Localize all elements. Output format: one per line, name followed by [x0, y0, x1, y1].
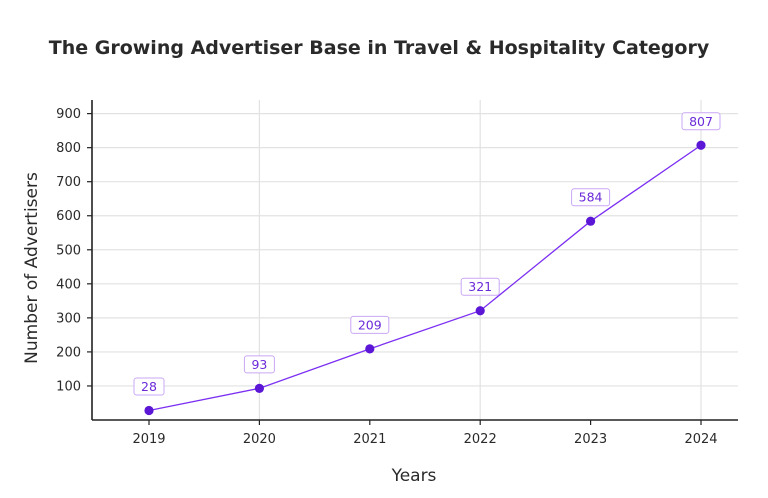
y-tick-label: 900 [56, 107, 81, 122]
grid [92, 100, 738, 420]
data-point [586, 216, 596, 226]
x-tick-label: 2020 [243, 432, 276, 447]
data-label-box [460, 277, 500, 296]
y-tick-label: 800 [56, 141, 81, 156]
data-point [475, 306, 485, 316]
data-point [365, 344, 375, 354]
x-axis-label: Years [391, 466, 437, 486]
data-label-box [681, 112, 721, 131]
series-polyline [148, 144, 702, 412]
x-tick-label: 2021 [353, 432, 386, 447]
data-label: 807 [689, 114, 713, 129]
y-tick-label: 600 [56, 209, 81, 224]
y-tick-label: 700 [56, 175, 81, 190]
data-point [144, 405, 154, 416]
x-tick-label: 2019 [132, 432, 165, 447]
x-tick-label: 2022 [464, 432, 497, 447]
data-label-box [571, 188, 611, 207]
y-tick-label: 400 [56, 277, 81, 292]
y-tick-label: 500 [56, 243, 81, 258]
y-tick-label: 300 [56, 311, 81, 326]
data-point [696, 140, 706, 150]
data-label-box [133, 377, 165, 396]
series-line [144, 140, 706, 416]
x-tick-labels: 2019 2020 2021 2022 2023 2024 [132, 420, 718, 447]
x-tick-label: 2024 [684, 432, 717, 447]
data-label: 28 [141, 379, 157, 394]
data-label: 209 [358, 317, 382, 332]
data-point [254, 383, 264, 393]
y-axis-label: Number of Advertisers [22, 172, 42, 364]
x-tick-label: 2023 [574, 432, 607, 447]
y-tick-label: 100 [56, 379, 81, 394]
chart-title: The Growing Advertiser Base in Travel & … [49, 37, 710, 59]
y-tick-label: 200 [56, 345, 81, 360]
data-label: 93 [251, 357, 267, 372]
data-labels: 28 93 209 321 584 807 [133, 112, 721, 396]
data-label-box [350, 315, 390, 334]
y-tick-labels: 100 200 300 400 500 600 700 800 900 [56, 107, 92, 394]
data-label: 584 [579, 190, 603, 205]
data-label: 321 [468, 279, 492, 294]
axes [91, 100, 738, 421]
data-label-box [243, 355, 275, 374]
